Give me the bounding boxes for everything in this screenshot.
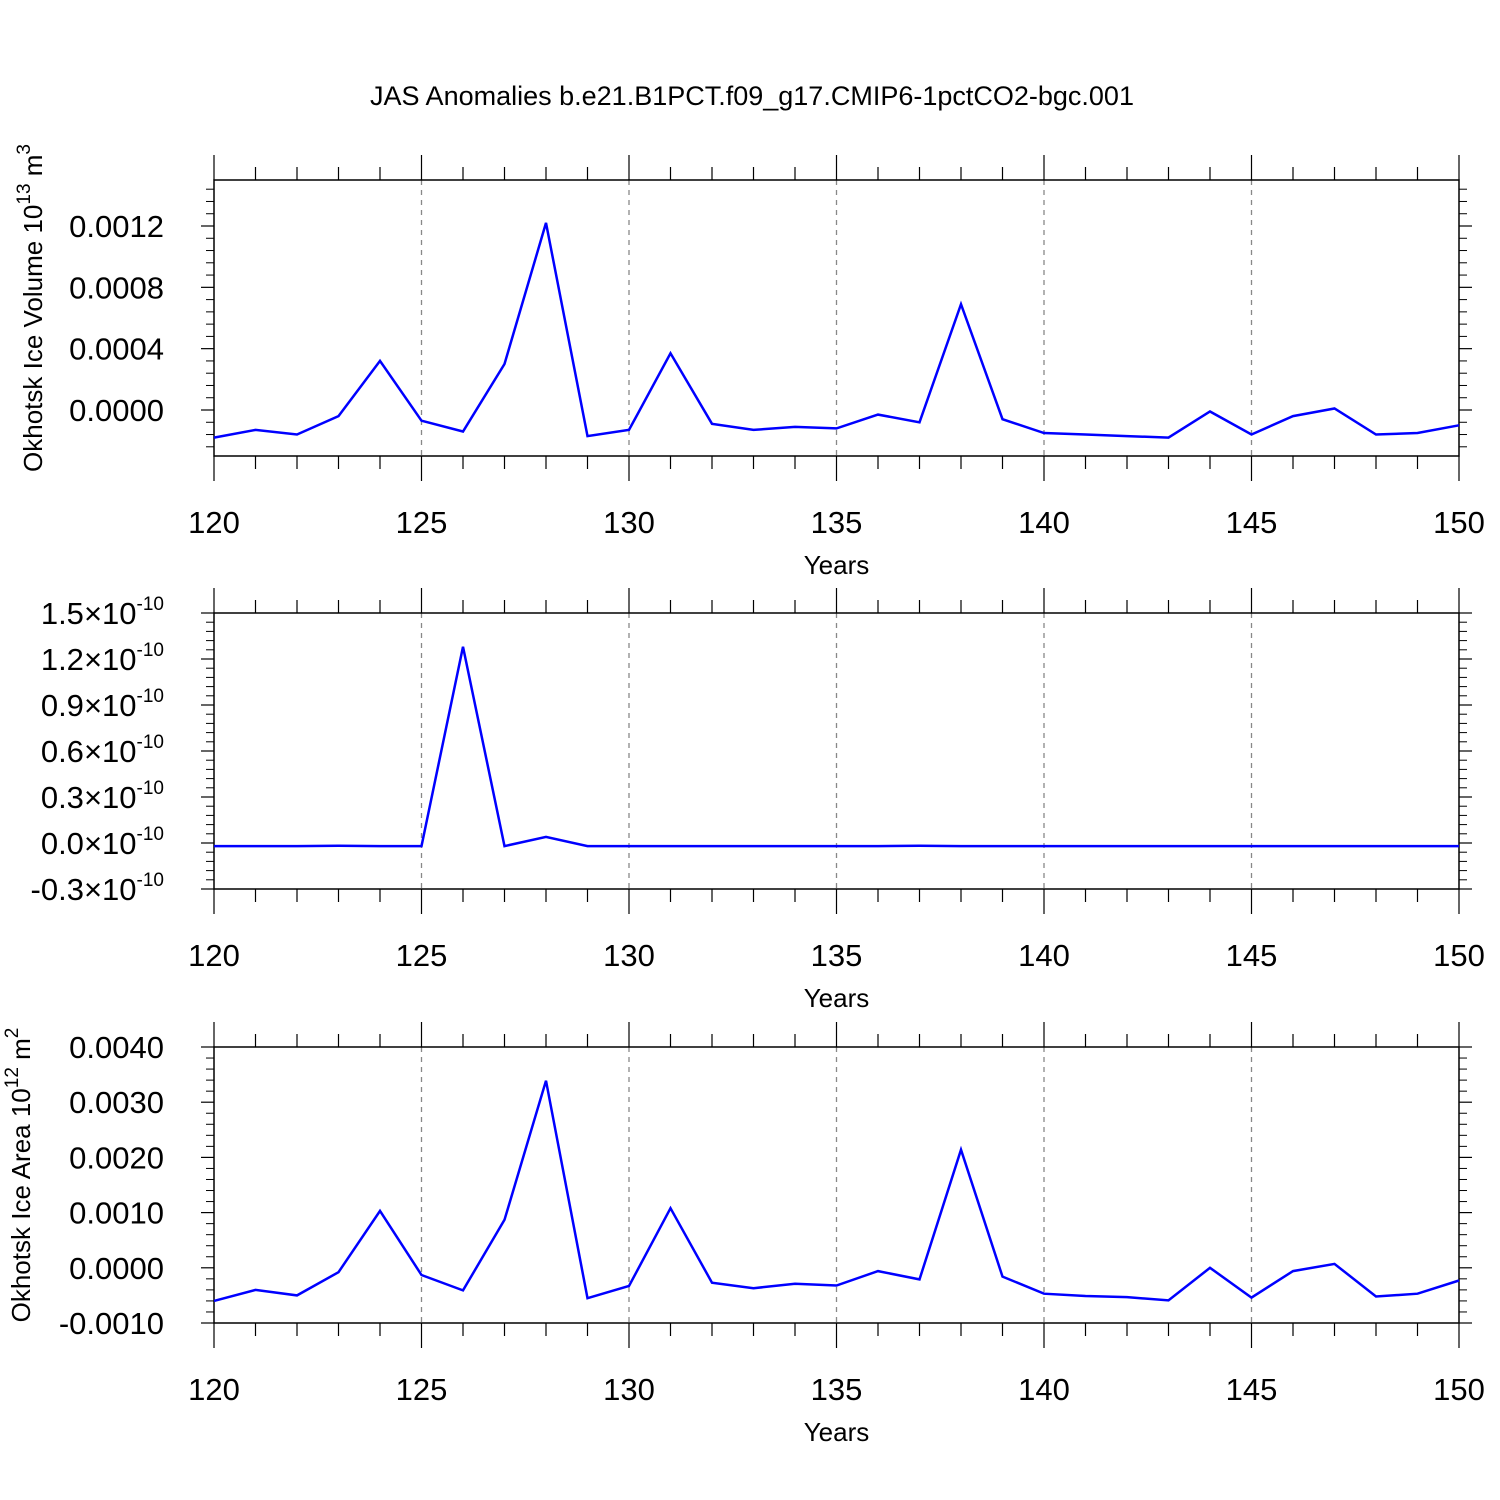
y-tick-label: 0.0000 [69, 1251, 164, 1286]
panel-ice-area: 120 125 130 135 140 145 150 -0.0010 0.0000 0.0010… [2, 1022, 1485, 1447]
y-axis-title: Okhotsk Ice Area 1012 m2 [2, 1028, 36, 1323]
y-tick-label: 0.0010 [69, 1196, 164, 1231]
y-axis-title: Okhotsk Ice Volume 1013 m3 [14, 144, 48, 472]
x-tick-label: 135 [811, 505, 863, 540]
x-tick-label: 150 [1433, 505, 1485, 540]
x-tick-label: 140 [1018, 505, 1070, 540]
x-tick-label: 140 [1018, 938, 1070, 973]
series-line [213, 1080, 1460, 1303]
x-tick-label: 135 [811, 938, 863, 973]
x-tick-label: 120 [188, 1372, 240, 1407]
y-tick-label: 0.0×10-10 [41, 824, 164, 861]
x-tick-label: 125 [396, 505, 448, 540]
x-tick-label: 130 [603, 1372, 655, 1407]
y-tick-label: 0.6×10-10 [41, 732, 164, 769]
y-tick-label: -0.0010 [59, 1306, 164, 1341]
y-tick-label: 0.0020 [69, 1140, 164, 1175]
x-tick-label: 140 [1018, 1372, 1070, 1407]
chart-title: JAS Anomalies b.e21.B1PCT.f09_g17.CMIP6-… [370, 81, 1134, 111]
x-tick-label: 145 [1226, 505, 1278, 540]
x-axis-title: Years [804, 550, 870, 580]
series-line [213, 222, 1460, 439]
x-tick-label: 150 [1433, 1372, 1485, 1407]
series-line [214, 646, 1459, 848]
panel-middle: 120 125 130 135 140 145 150 -0.3×10-10 0.0×10-10… [31, 588, 1485, 1013]
x-tick-label: 120 [188, 505, 240, 540]
y-tick-label: 0.9×10-10 [41, 686, 164, 723]
y-tick-label: 0.0004 [69, 332, 164, 367]
x-tick-label: 145 [1226, 938, 1278, 973]
x-tick-label: 125 [396, 938, 448, 973]
panel-ice-volume: 120 125 130 135 140 145 150 0.0000 0.0004 0.0008 0… [14, 144, 1485, 580]
y-tick-label: 1.5×10-10 [41, 594, 164, 631]
y-tick-label: 0.0040 [69, 1030, 164, 1065]
y-tick-label: 0.0000 [69, 393, 164, 428]
y-tick-label: 0.0008 [69, 270, 164, 305]
x-tick-label: 150 [1433, 938, 1485, 973]
x-axis-title: Years [804, 983, 870, 1013]
x-tick-label: 120 [188, 938, 240, 973]
y-tick-label: 1.2×10-10 [41, 640, 164, 677]
y-tick-label: 0.0012 [69, 209, 164, 244]
y-tick-label: 0.0030 [69, 1085, 164, 1120]
x-tick-label: 145 [1226, 1372, 1278, 1407]
x-tick-label: 135 [811, 1372, 863, 1407]
x-axis-title: Years [804, 1417, 870, 1447]
y-tick-label: -0.3×10-10 [31, 870, 164, 907]
x-tick-label: 130 [603, 938, 655, 973]
x-tick-label: 130 [603, 505, 655, 540]
y-tick-label: 0.3×10-10 [41, 778, 164, 815]
x-tick-label: 125 [396, 1372, 448, 1407]
